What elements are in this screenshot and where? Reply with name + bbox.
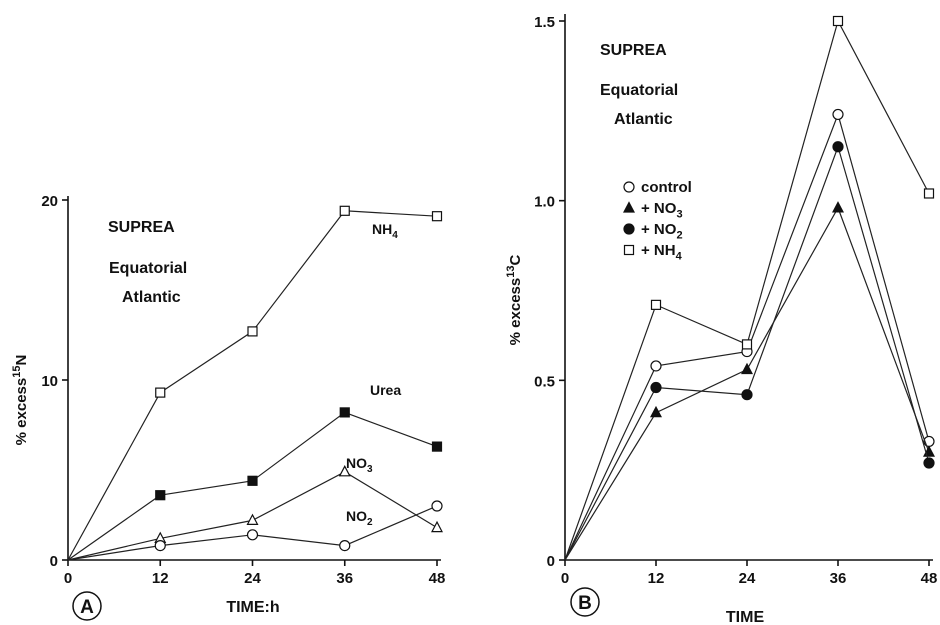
x-tick-label: 48 — [429, 570, 446, 587]
chart-title-line: Equatorial — [109, 260, 187, 277]
series-+ NO3 — [564, 201, 935, 561]
series-Urea: Urea — [67, 382, 443, 561]
y-tick-label: 0.5 — [534, 373, 555, 390]
chart-title-line: Atlantic — [122, 289, 181, 306]
x-tick-label: 48 — [921, 570, 938, 587]
series-label: NO3 — [346, 455, 373, 475]
x-tick-label: 36 — [830, 570, 847, 587]
data-point — [650, 405, 662, 418]
data-point — [155, 387, 166, 398]
legend-marker — [623, 181, 635, 193]
data-point — [832, 201, 844, 213]
data-point — [923, 457, 935, 469]
data-point — [650, 360, 662, 372]
data-point — [247, 475, 258, 486]
legend-label: + NO2 — [641, 221, 683, 242]
y-tick-label: 1.5 — [534, 14, 555, 31]
legend-label: control — [641, 179, 692, 196]
data-point — [832, 141, 844, 153]
x-tick-label: 36 — [336, 570, 353, 587]
data-point — [431, 211, 443, 222]
data-point — [339, 407, 350, 418]
legend: control + NO3+ NO2+ NH4 — [623, 179, 692, 263]
data-point — [923, 188, 935, 199]
data-point — [154, 539, 166, 552]
data-point — [246, 513, 259, 526]
data-point — [339, 205, 350, 216]
y-axis-label: % excess15N — [11, 355, 30, 446]
series-label: NH4 — [372, 221, 398, 241]
x-tick-label: 24 — [244, 570, 261, 587]
series-+ NH4 — [564, 15, 935, 561]
data-point — [155, 490, 166, 501]
x-axis-label: TIME — [726, 609, 765, 625]
series-line — [564, 112, 930, 561]
data-point — [339, 539, 351, 552]
legend-marker — [623, 201, 635, 213]
panel-A: 0 12 24 36 48 0 10 20 SUPREA Equatorial Atlantic % … — [11, 193, 446, 621]
x-tick-label: 0 — [561, 570, 569, 587]
y-tick-label: 1.0 — [534, 194, 555, 211]
x-axis-label: TIME:h — [226, 599, 279, 616]
panel-B: 0 12 24 36 48 0 0.5 1.0 1.5 SUPREA Equatorial Atlan… — [505, 14, 937, 625]
x-tick-label: 0 — [64, 570, 72, 587]
series-NH4: NH4 — [67, 205, 443, 561]
chart-title-line: SUPREA — [600, 42, 667, 59]
chart-title-line: Equatorial — [600, 82, 678, 99]
legend-label: + NO3 — [641, 200, 683, 221]
series-+ NO2 — [564, 141, 935, 561]
data-point — [741, 339, 753, 350]
series-NO3: NO3 — [67, 455, 443, 561]
series-NO2: NO2 — [67, 500, 443, 561]
data-point — [431, 500, 443, 512]
panel-label-circle — [72, 591, 102, 621]
data-point — [246, 529, 259, 541]
legend-marker — [623, 223, 635, 235]
data-point — [247, 326, 258, 337]
data-point — [431, 441, 443, 452]
panel-label: A — [80, 597, 94, 618]
series-line — [564, 19, 930, 561]
y-tick-label: 20 — [41, 193, 58, 210]
y-tick-label: 10 — [41, 373, 58, 390]
data-point — [431, 520, 443, 533]
x-tick-label: 12 — [152, 570, 169, 587]
legend-marker — [623, 244, 635, 256]
y-tick-label: 0 — [547, 553, 555, 570]
series-label: NO2 — [346, 508, 373, 528]
data-point — [338, 465, 351, 477]
y-axis-label: % excess13C — [505, 255, 524, 346]
data-point — [832, 15, 844, 27]
x-tick-label: 12 — [648, 570, 665, 587]
panel-label: B — [578, 593, 592, 614]
x-tick-label: 24 — [739, 570, 756, 587]
chart-title-line: Atlantic — [614, 111, 673, 128]
data-point — [650, 299, 662, 310]
chart-title-line: SUPREA — [108, 219, 175, 236]
series-label: Urea — [370, 382, 401, 398]
data-point — [650, 381, 662, 394]
data-point — [741, 389, 753, 401]
y-tick-label: 0 — [50, 553, 58, 570]
legend-label: + NH4 — [641, 242, 683, 263]
panel-label-circle — [570, 587, 600, 617]
data-point — [741, 362, 753, 375]
series-line — [564, 206, 930, 561]
data-point — [832, 108, 844, 121]
